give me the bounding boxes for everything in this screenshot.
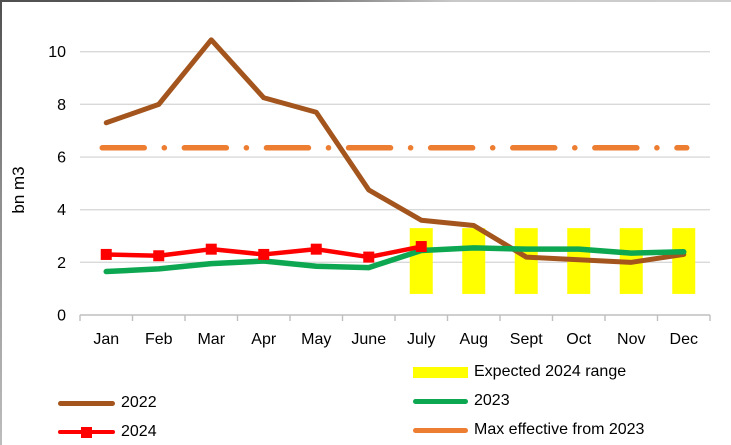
legend-item-expected-range: Expected 2024 range — [413, 362, 644, 382]
y-axis-title: bn m3 — [9, 166, 28, 213]
series-2022-line — [103, 37, 687, 265]
legend-item-2022: 2022 — [58, 393, 157, 413]
series-2024-marker — [100, 248, 112, 260]
x-tick-label: Sept — [510, 331, 543, 348]
window-edge-left — [0, 0, 2, 445]
series-2024-marker — [258, 248, 270, 260]
expected-range-bar — [462, 228, 486, 294]
window-edge-top — [0, 0, 731, 2]
series-2024-marker — [153, 250, 165, 262]
expected-range-bar — [514, 228, 538, 294]
x-tick-label: Jan — [93, 331, 119, 348]
chart-legend-left: 2022 2024 — [58, 393, 157, 442]
x-tick-label: Apr — [251, 331, 277, 348]
legend-swatch-expected-range-rect — [413, 366, 468, 378]
x-tick-label: Aug — [460, 331, 488, 348]
series-2024-marker — [310, 243, 322, 255]
x-tick-label: May — [301, 331, 331, 348]
x-tick-label: Feb — [145, 331, 173, 348]
x-tick-label: Nov — [617, 331, 645, 348]
chart-legend-right: Expected 2024 range 2023 Max effective f… — [413, 362, 644, 440]
legend-label-max-effective: Max effective from 2023 — [474, 421, 645, 438]
y-tick-label: 2 — [57, 255, 66, 272]
series-2023-line — [103, 245, 687, 275]
legend-label-2022: 2022 — [121, 394, 157, 411]
x-tick-label: July — [407, 331, 435, 348]
legend-swatch-2024-line-marker — [58, 426, 115, 438]
legend-item-2023: 2023 — [413, 391, 644, 411]
legend-label-expected-range: Expected 2024 range — [474, 363, 627, 380]
y-tick-label: 6 — [57, 150, 66, 167]
legend-item-2024: 2024 — [58, 422, 157, 442]
legend-item-max-effective: Max effective from 2023 — [413, 420, 644, 440]
legend-swatch-max-effective-line — [413, 427, 468, 433]
expected-range-bar — [409, 228, 433, 294]
y-tick-label: 4 — [57, 202, 66, 219]
series-2024-marker — [415, 241, 427, 253]
legend-swatch-2022-line — [58, 400, 115, 406]
legend-swatch-2023-line — [413, 398, 468, 404]
y-tick-label: 10 — [48, 44, 66, 61]
legend-swatch-2024-square — [81, 426, 92, 438]
legend-label-2023: 2023 — [474, 392, 510, 409]
legend-label-2024: 2024 — [121, 423, 157, 440]
expected-range-bar — [672, 228, 696, 294]
x-tick-label: Dec — [670, 331, 698, 348]
y-tick-label: 0 — [57, 308, 66, 325]
x-tick-label: Oct — [566, 331, 591, 348]
x-tick-label: June — [351, 331, 386, 348]
series-2024-marker — [205, 243, 217, 255]
series-2024-marker — [363, 251, 375, 263]
y-tick-label: 8 — [57, 97, 66, 114]
x-tick-label: Mar — [197, 331, 225, 348]
